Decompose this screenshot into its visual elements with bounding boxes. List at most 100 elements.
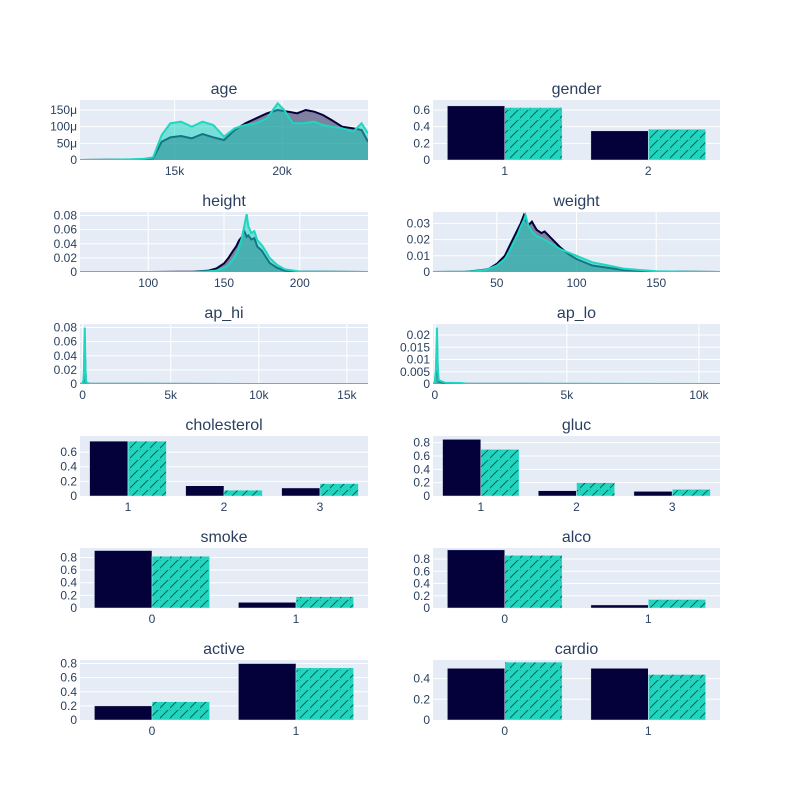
y-tick-label: 0 <box>423 489 430 503</box>
subplot-cardio: 0 0.2 0.4 cardio 0 1 <box>413 641 720 738</box>
y-tick-label: 0.4 <box>60 576 77 590</box>
y-tick-label: 0 <box>423 265 430 279</box>
y-tick-label: 0.8 <box>413 552 430 566</box>
x-tick-label: 2 <box>573 500 580 514</box>
y-tick-label: 0.4 <box>413 120 430 134</box>
subplot-title: gender <box>552 81 602 98</box>
density-line-series-2 <box>433 212 720 272</box>
bar-2-series-2 <box>648 128 706 161</box>
x-tick-label: 2 <box>221 500 228 514</box>
y-tick-label: 0.2 <box>60 699 77 713</box>
bar-1-series-1 <box>238 602 297 609</box>
y-tick-label: 0.6 <box>413 449 430 463</box>
x-tick-label: 0 <box>149 724 156 738</box>
bar-1-series-2 <box>480 449 520 497</box>
subplot-title: alco <box>562 529 591 546</box>
subplot-ap-hi: 00.020.040.060.08 ap_hi 0 5k 10k 15k <box>54 305 368 402</box>
y-tick-label: 0 <box>423 601 430 615</box>
y-tick-label: 0.02 <box>407 233 431 247</box>
bar-1-series-2 <box>648 674 706 721</box>
y-tick-label: 0.2 <box>413 476 430 490</box>
y-tick-label: 0.02 <box>54 363 78 377</box>
subplot-weight: 0 0.01 0.02 0.03 weight 50 100 150 <box>407 193 720 290</box>
x-tick-label: 15k <box>165 164 185 178</box>
x-tick-label: 10k <box>249 388 269 402</box>
x-tick-label: 10k <box>689 388 709 402</box>
bar-0-series-1 <box>94 705 153 721</box>
x-tick-label: 150 <box>646 276 666 290</box>
plot-area <box>80 324 368 384</box>
x-tick-label: 5k <box>561 388 575 402</box>
density-area-series-2 <box>433 215 720 272</box>
y-tick-label: 0.01 <box>407 353 431 367</box>
bar-1-series-2 <box>648 599 706 609</box>
y-tick-label: 0.8 <box>60 657 77 671</box>
y-tick-label: 0 <box>70 601 77 615</box>
x-tick-label: 50 <box>490 276 504 290</box>
bar-0-series-2 <box>504 661 563 721</box>
y-tick-label: 0 <box>423 713 430 727</box>
x-tick-label: 0 <box>501 724 508 738</box>
subplot-title: height <box>202 193 246 210</box>
bar-2-series-2 <box>223 489 263 497</box>
x-tick-label: 1 <box>645 724 652 738</box>
y-tick-label: 0.6 <box>413 564 430 578</box>
subplot-title: age <box>211 81 238 98</box>
x-tick-label: 1 <box>501 164 508 178</box>
y-tick-label: 0.2 <box>60 474 77 488</box>
x-tick-label: 100 <box>138 276 158 290</box>
y-tick-label: 0 <box>70 713 77 727</box>
y-tick-label: 50μ <box>57 136 77 150</box>
x-tick-label: 0 <box>501 612 508 626</box>
y-tick-label: 0.2 <box>413 136 430 150</box>
bar-2-series-1 <box>537 490 577 497</box>
bar-2-series-1 <box>590 130 649 161</box>
density-line-series-2 <box>433 327 720 384</box>
bar-1-series-2 <box>295 667 354 721</box>
subplot-gender: 0 0.2 0.4 0.6 gender 1 2 <box>413 81 720 178</box>
y-tick-label: 0 <box>70 153 77 167</box>
subplot-title: cholesterol <box>185 417 262 434</box>
subplot-age: 0 50μ 100μ 150μ age 15k 20k <box>50 81 368 178</box>
plot-area <box>433 324 720 384</box>
bar-1-series-1 <box>590 668 649 721</box>
y-tick-label: 0.4 <box>413 462 430 476</box>
y-tick-label: 0.8 <box>413 436 430 450</box>
y-tick-label: 150μ <box>50 103 77 117</box>
x-tick-label: 3 <box>317 500 324 514</box>
x-tick-label: 200 <box>290 276 310 290</box>
x-tick-label: 20k <box>272 164 292 178</box>
subplot-title: smoke <box>200 529 247 546</box>
x-tick-label: 1 <box>645 612 652 626</box>
bar-2-series-2 <box>576 482 616 497</box>
subplot-title: cardio <box>555 641 599 658</box>
bar-2-series-1 <box>185 485 225 497</box>
y-tick-label: 0.4 <box>413 672 430 686</box>
x-tick-label: 100 <box>566 276 586 290</box>
x-tick-label: 150 <box>214 276 234 290</box>
bar-0-series-1 <box>94 550 153 609</box>
y-tick-label: 0.02 <box>54 251 78 265</box>
y-tick-label: 0 <box>423 377 430 391</box>
x-tick-label: 1 <box>125 500 132 514</box>
bar-1-series-1 <box>238 663 297 721</box>
y-tick-label: 0.4 <box>60 460 77 474</box>
bar-1-series-1 <box>442 439 482 497</box>
bar-3-series-1 <box>281 487 321 497</box>
x-tick-label: 2 <box>645 164 652 178</box>
subplot-title: gluc <box>562 417 591 434</box>
bar-1-series-1 <box>447 105 506 161</box>
y-tick-label: 0.06 <box>54 335 78 349</box>
y-tick-label: 0.4 <box>60 685 77 699</box>
y-tick-label: 0.02 <box>407 328 431 342</box>
x-tick-label: 0 <box>79 388 86 402</box>
x-tick-label: 5k <box>164 388 178 402</box>
subplot-title: ap_lo <box>557 305 596 322</box>
bar-1-series-2 <box>127 440 167 497</box>
x-tick-label: 15k <box>337 388 357 402</box>
bar-0-series-2 <box>151 701 210 721</box>
y-tick-label: 0.06 <box>54 223 78 237</box>
